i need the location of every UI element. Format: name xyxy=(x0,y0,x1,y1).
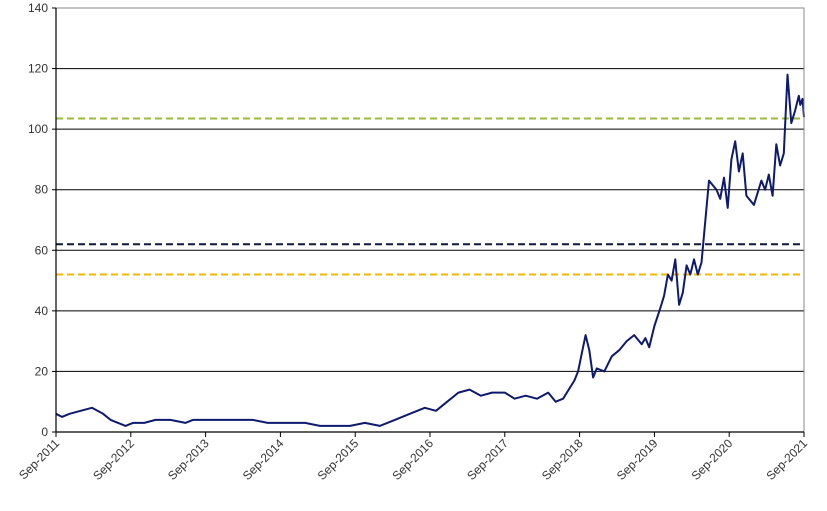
reference-lines xyxy=(56,117,804,276)
series-lines xyxy=(55,73,805,427)
y-tick-label-0: 0 xyxy=(41,425,48,439)
gridlines xyxy=(56,7,804,372)
x-tick-label-3: Sep-2014 xyxy=(240,436,287,483)
x-tick-label-7: Sep-2018 xyxy=(539,436,586,483)
x-tick-label-5: Sep-2016 xyxy=(389,436,436,483)
y-tick-label-3: 60 xyxy=(35,243,49,257)
x-tick-label-9: Sep-2020 xyxy=(689,436,736,483)
y-tick-label-2: 40 xyxy=(35,304,49,318)
y-tick-label-5: 100 xyxy=(28,122,48,136)
y-tick-label-1: 20 xyxy=(35,364,49,378)
y-tick-label-7: 140 xyxy=(28,1,48,15)
x-tick-label-10: Sep-2021 xyxy=(763,436,810,483)
y-tick-label-6: 120 xyxy=(28,62,48,76)
x-tick-label-6: Sep-2017 xyxy=(464,436,511,483)
y-tick-labels: 0 20 40 60 80 100 120 140 xyxy=(28,1,56,439)
x-tick-label-1: Sep-2012 xyxy=(90,436,137,483)
axes xyxy=(55,7,805,433)
series-line-0 xyxy=(55,73,805,427)
x-tick-label-0: Sep-2011 xyxy=(16,436,62,482)
x-tick-label-2: Sep-2013 xyxy=(165,436,212,483)
x-tick-label-4: Sep-2015 xyxy=(315,436,362,483)
x-tick-labels: Sep-2011 Sep-2012 Sep-2013 Sep-2014 Sep-2015… xyxy=(16,432,810,483)
y-tick-label-4: 80 xyxy=(35,183,49,197)
plot-frame xyxy=(55,7,805,433)
x-tick-label-8: Sep-2019 xyxy=(614,436,661,483)
